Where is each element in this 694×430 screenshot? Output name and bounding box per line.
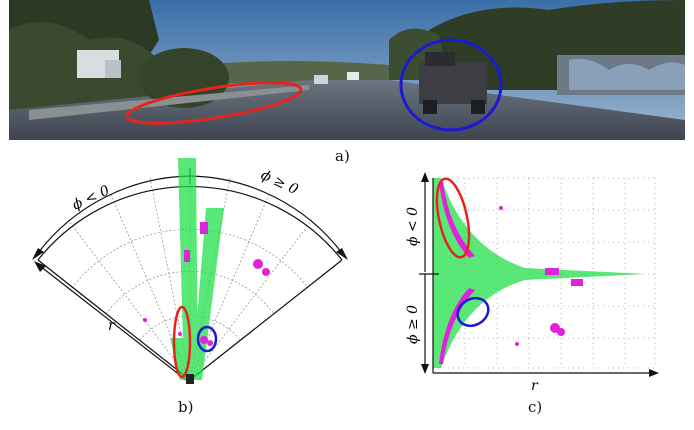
detections — [439, 182, 583, 364]
cartesian-plot: ϕ < 0 ϕ ≥ 0 r — [405, 168, 675, 394]
phi-neg-arrow — [37, 175, 191, 254]
caption-b: b) — [178, 398, 194, 416]
camera-image — [9, 0, 685, 140]
vehicle-ellipse — [456, 296, 490, 328]
guardrail-ellipse — [435, 177, 471, 259]
vehicle-ellipse — [196, 325, 218, 353]
guardrail-ellipse — [125, 81, 303, 125]
caption-a: a) — [335, 147, 350, 165]
phi-neg-label: ϕ < 0 — [405, 207, 421, 246]
phi-pos-arrow — [189, 175, 343, 254]
r-label: r — [531, 378, 539, 393]
lidar-points — [433, 178, 645, 368]
polar-plot-svg: ϕ < 0 ϕ ≥ 0 r — [32, 158, 348, 384]
lidar-points — [170, 158, 224, 380]
phi-neg-label: ϕ < 0 — [70, 183, 112, 214]
caption-c: c) — [528, 398, 543, 416]
phi-pos-label: ϕ ≥ 0 — [258, 167, 300, 198]
cartesian-plot-svg: ϕ < 0 ϕ ≥ 0 r — [405, 172, 659, 394]
road-scene — [9, 0, 685, 140]
detections — [143, 222, 270, 346]
vehicle-ellipse — [399, 38, 503, 132]
phi-pos-label: ϕ ≥ 0 — [405, 305, 421, 344]
r-label: r — [108, 318, 116, 334]
guardrail-ellipse — [172, 305, 192, 379]
ego-vehicle-icon — [186, 374, 194, 384]
polar-plot: ϕ < 0 ϕ ≥ 0 r — [20, 148, 370, 388]
